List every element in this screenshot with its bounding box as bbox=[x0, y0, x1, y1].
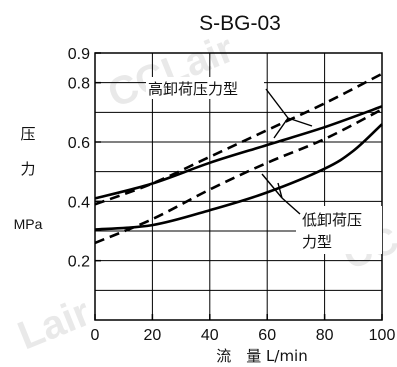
series-line-high-dashed bbox=[94, 72, 383, 206]
x-tick-label: 100 bbox=[369, 327, 396, 344]
x-tick-label: 60 bbox=[258, 327, 276, 344]
y-tick-label: 0.9 bbox=[68, 46, 90, 63]
series-line-low-dashed bbox=[94, 108, 383, 245]
watermark-text: Lair bbox=[12, 290, 97, 358]
annotation-background bbox=[296, 206, 382, 254]
y-axis-label-char-1: 压 bbox=[20, 125, 35, 143]
y-axis-unit: MPa bbox=[14, 216, 43, 232]
chart-title: S-BG-03 bbox=[199, 12, 281, 35]
plot-frame bbox=[94, 52, 383, 321]
annotation-low-unload-line2: 力型 bbox=[302, 233, 332, 251]
x-tick-label: 0 bbox=[91, 327, 100, 344]
watermark-text: CCLair bbox=[102, 26, 240, 116]
annotation-background bbox=[146, 77, 264, 99]
leader-line bbox=[287, 117, 313, 127]
leader-line bbox=[273, 117, 289, 139]
y-tick-label: 0.6 bbox=[68, 135, 90, 152]
leader-line bbox=[277, 182, 283, 199]
x-tick-label: 20 bbox=[144, 327, 162, 344]
series-lines bbox=[94, 72, 383, 245]
leader-line bbox=[281, 197, 301, 215]
x-tick-label: 80 bbox=[316, 327, 334, 344]
series-line-high-solid bbox=[94, 105, 383, 200]
y-tick-label: 0.2 bbox=[68, 254, 90, 271]
leader-line bbox=[265, 88, 289, 119]
y-tick-labels: 0.2 0.4 0.6 0.8 0.9 bbox=[68, 46, 90, 271]
annotation-high-unload: 高卸荷压力型 bbox=[148, 80, 238, 98]
x-axis-label: 流 量 L/min bbox=[216, 347, 307, 365]
x-tick-label: 40 bbox=[201, 327, 219, 344]
series-line-low-solid bbox=[94, 123, 383, 231]
y-tick-label: 0.4 bbox=[68, 194, 90, 211]
leader-line bbox=[261, 173, 283, 199]
annotation-low-unload-line1: 低卸荷压 bbox=[302, 211, 362, 229]
y-tick-label: 0.8 bbox=[68, 76, 90, 93]
y-axis-label-char-2: 力 bbox=[20, 160, 35, 178]
x-tick-labels: 0 20 40 60 80 100 bbox=[91, 327, 396, 344]
axes bbox=[94, 52, 383, 321]
